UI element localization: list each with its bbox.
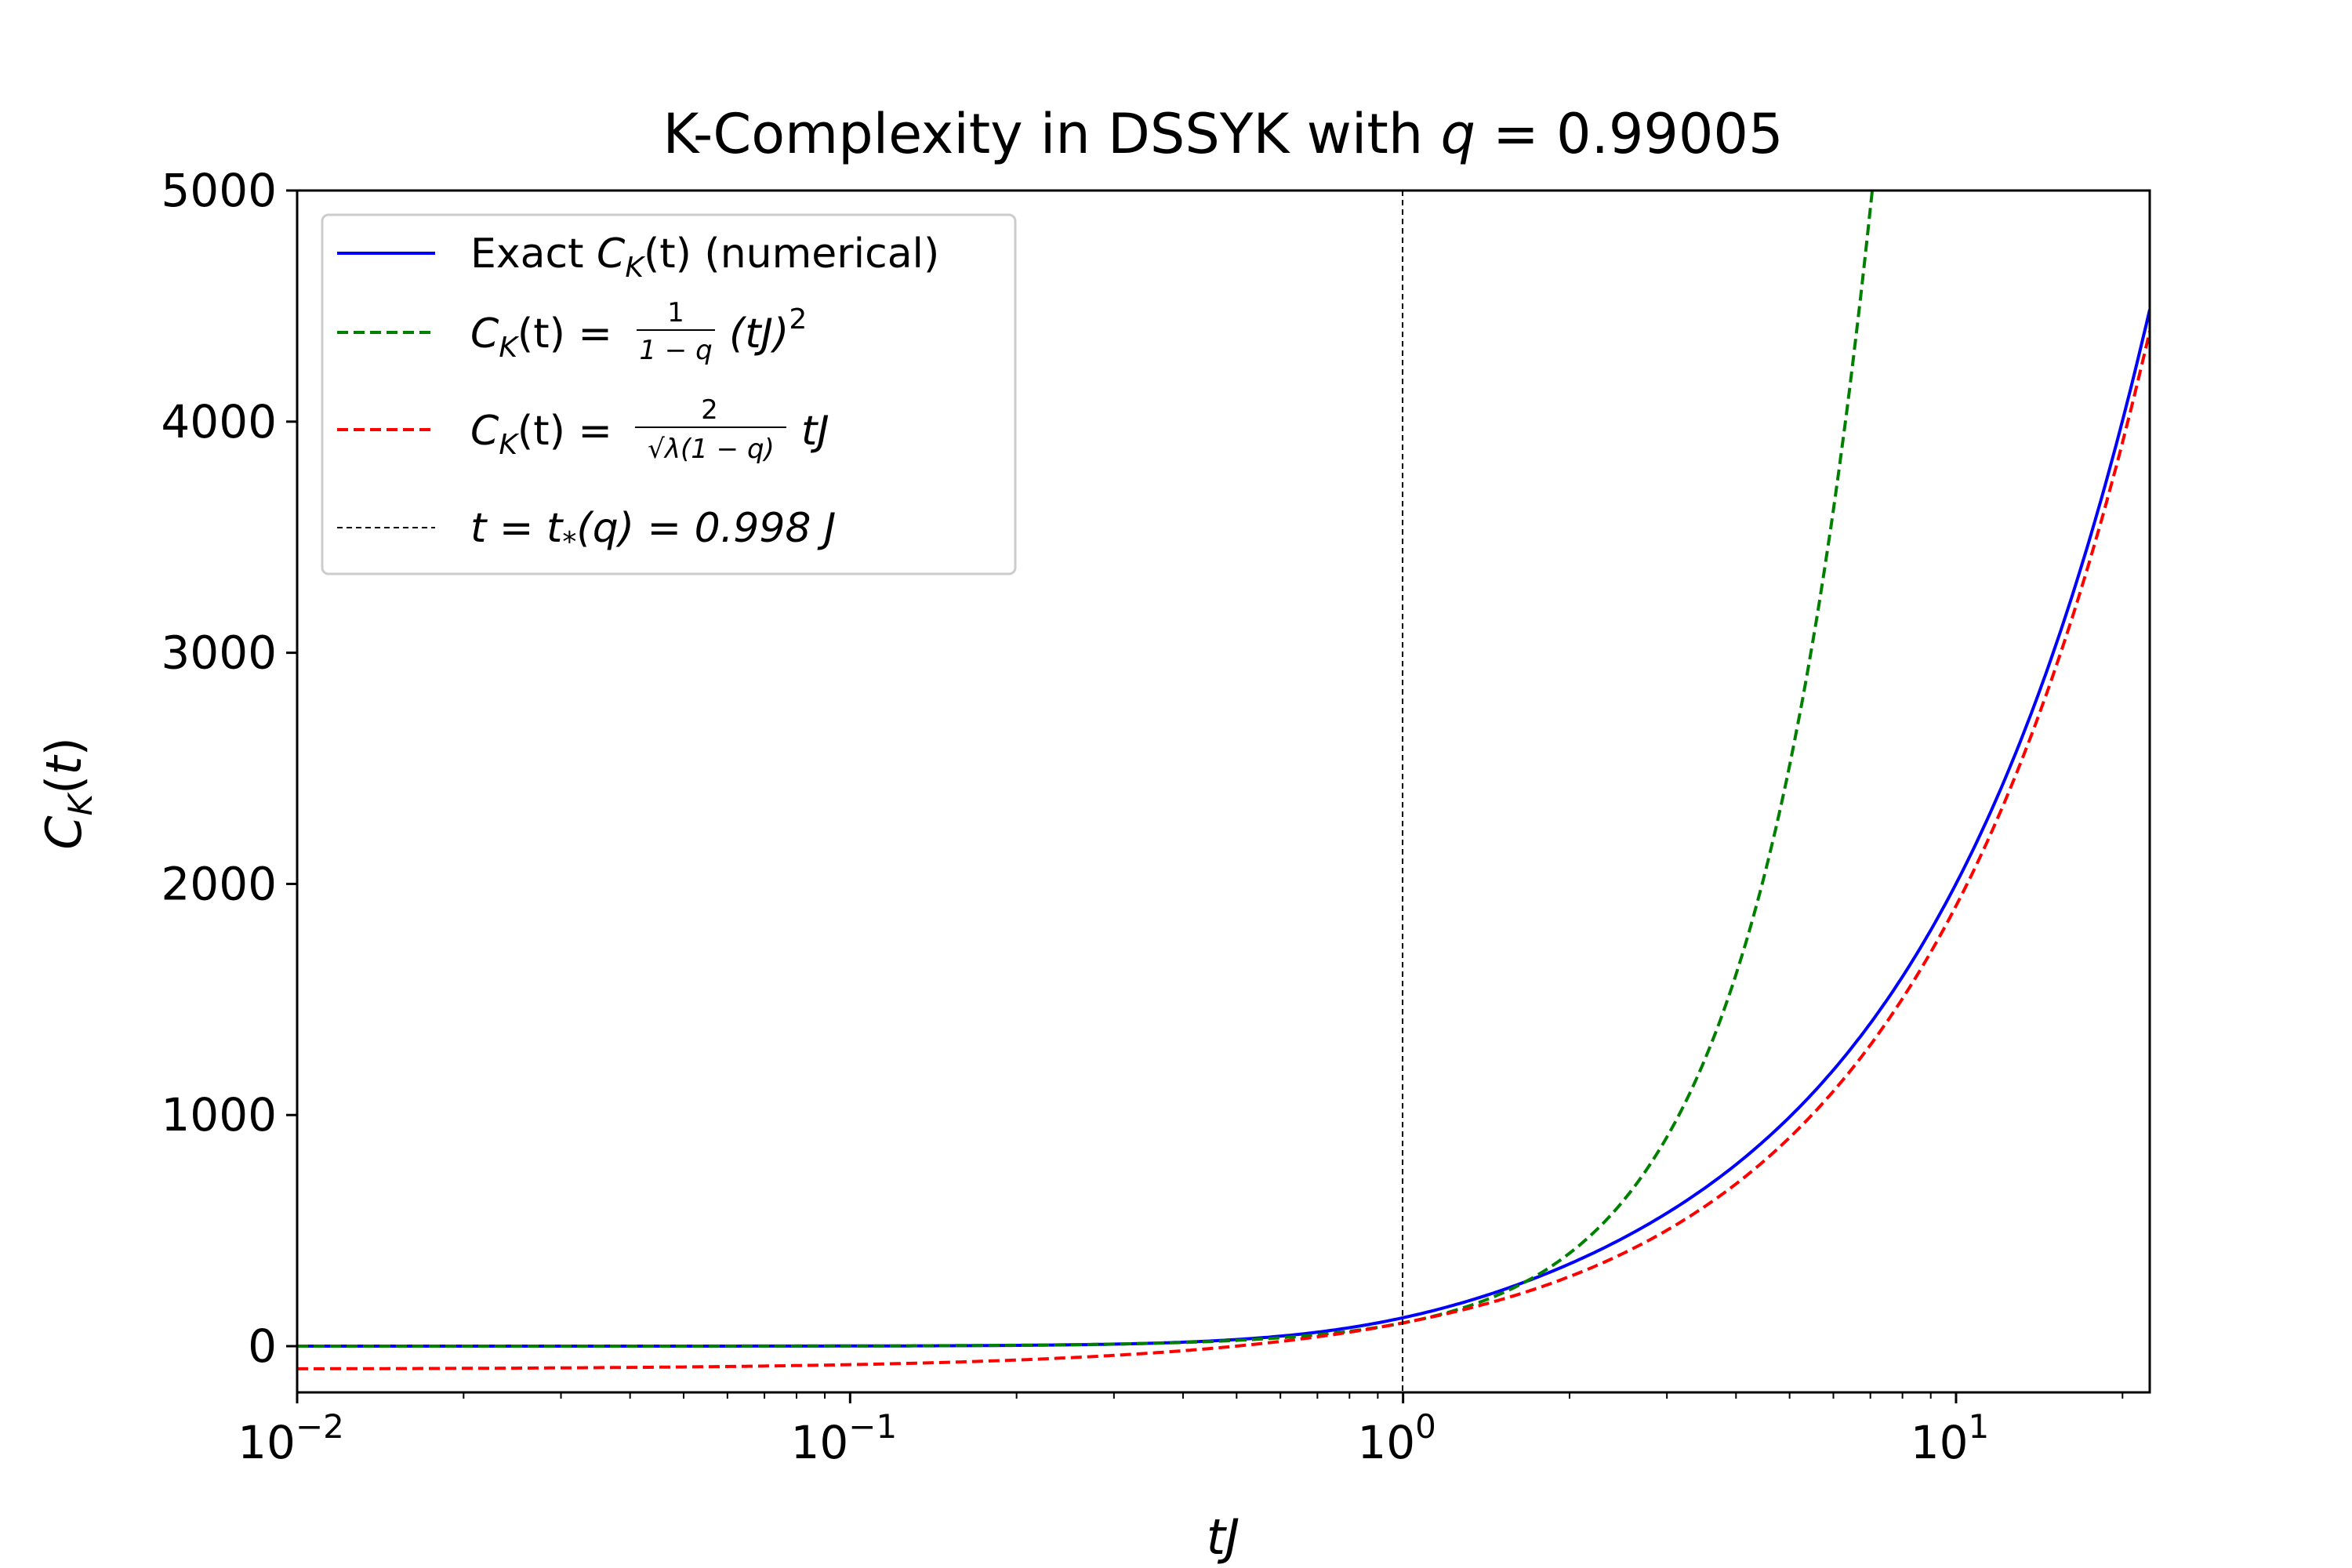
legend-label-t-star: t = t*(q) = 0.998 J	[470, 505, 836, 558]
x-tick-label: 10−2	[238, 1407, 344, 1469]
series-line-quadratic	[297, 191, 1875, 1348]
plot-frame	[296, 189, 2151, 1394]
legend-label-linear: CK(t) = 2 √λ(1 − q) tJ	[470, 394, 829, 465]
svg-text:CK(t) =: CK(t) =	[470, 408, 612, 461]
legend-box	[321, 213, 1017, 575]
chart-title: K-Complexity in DSSYK with q = 0.99005	[663, 102, 1784, 166]
series-line-linear	[297, 331, 2150, 1370]
svg-text:tJ: tJ	[801, 408, 829, 455]
y-axis-label: CK(t)	[35, 737, 100, 850]
x-axis: 10−2 10−1 100 101	[238, 1392, 2124, 1469]
x-tick-label: 101	[1911, 1407, 1990, 1469]
legend: Exact CK(t) (numerical) CK(t) = 1 1 − q …	[321, 213, 1017, 575]
y-tick-label: 1000	[161, 1088, 277, 1142]
legend-label-exact: Exact CK(t) (numerical)	[470, 230, 939, 284]
x-tick-label: 100	[1357, 1407, 1436, 1469]
svg-text:CK(t): CK(t)	[35, 737, 100, 850]
x-tick-label: 10−1	[790, 1407, 897, 1469]
y-tick-label: 2000	[161, 857, 277, 910]
svg-text:2: 2	[701, 394, 718, 426]
x-axis-label: tJ	[1207, 1508, 1240, 1566]
svg-text:CK(t) =: CK(t) =	[470, 310, 612, 364]
svg-text:1 − q: 1 − q	[639, 335, 712, 366]
y-axis: 0 1000 2000 3000 4000 5000	[161, 164, 297, 1373]
y-tick-label: 4000	[161, 395, 277, 448]
svg-text:(tJ)2: (tJ)2	[729, 303, 807, 358]
svg-text:1: 1	[667, 297, 684, 328]
series-layer	[297, 191, 2150, 1370]
legend-label-quadratic: CK(t) = 1 1 − q (tJ)2	[470, 297, 807, 366]
svg-text:√λ(1 − q): √λ(1 − q)	[648, 434, 775, 465]
y-tick-label: 0	[248, 1319, 277, 1373]
y-axis-label-sub: K	[61, 791, 100, 815]
y-tick-label: 5000	[161, 164, 277, 217]
y-tick-label: 3000	[161, 626, 277, 680]
